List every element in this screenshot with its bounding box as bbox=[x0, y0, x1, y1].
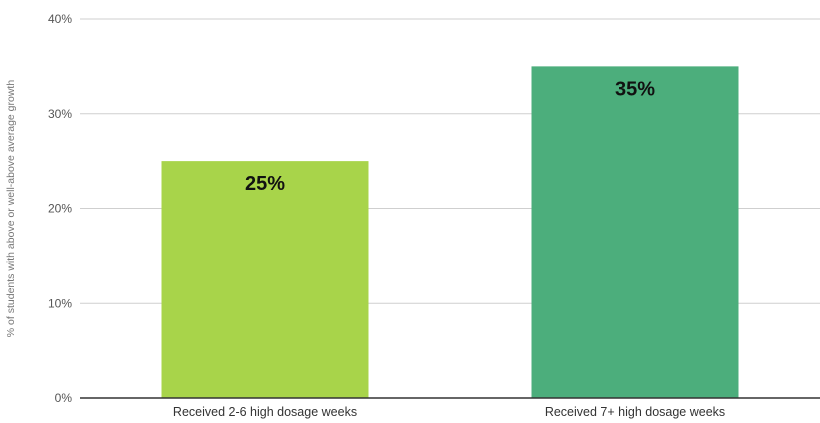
bars bbox=[161, 66, 739, 398]
y-tick-label-1: 10% bbox=[48, 296, 72, 310]
y-axis-title: % of students with above or well-above a… bbox=[5, 80, 17, 338]
bar-0 bbox=[161, 161, 369, 398]
bar-value-label-0: 25% bbox=[245, 173, 285, 195]
bar-value-label-1: 35% bbox=[615, 78, 655, 100]
y-tick-label-3: 30% bbox=[48, 107, 72, 121]
y-tick-label-4: 40% bbox=[48, 12, 72, 26]
y-tick-label-0: 0% bbox=[55, 391, 73, 405]
bar-1 bbox=[531, 66, 739, 398]
x-tick-label-0: Received 2-6 high dosage weeks bbox=[173, 405, 357, 419]
labels: 0% 10% 20% 30% 40% 25% Received 2-6 high dosag… bbox=[48, 12, 725, 419]
x-tick-label-1: Received 7+ high dosage weeks bbox=[545, 405, 725, 419]
y-tick-label-2: 20% bbox=[48, 202, 72, 216]
